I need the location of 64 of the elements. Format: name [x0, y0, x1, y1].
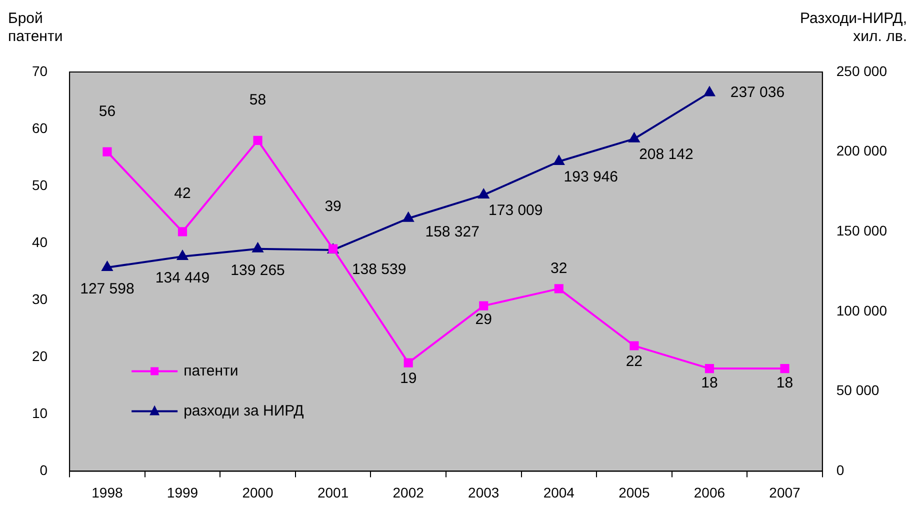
- y-tick-label: 50: [32, 176, 48, 193]
- point: [403, 212, 414, 222]
- x-tick-label: 2005: [618, 484, 650, 500]
- y-tick-label: 70: [32, 62, 48, 79]
- x-tick-label: 2000: [242, 484, 274, 500]
- point: [102, 147, 112, 156]
- data-label: 173 009: [488, 202, 543, 220]
- point: [102, 261, 113, 271]
- y-tick-label: 60: [32, 120, 48, 136]
- data-label: 19: [400, 370, 417, 387]
- data-label: 208 142: [639, 146, 694, 163]
- data-label: 58: [249, 92, 266, 109]
- point: [253, 136, 262, 145]
- point: [554, 284, 564, 294]
- y-tick-label: 10: [32, 405, 48, 422]
- y2-tick-label: 0: [836, 462, 844, 478]
- y2-axis-title: Разходи-НИРД, хил. лв.: [800, 10, 907, 46]
- point: [178, 227, 188, 236]
- y2-tick-label: 50 000: [836, 382, 880, 398]
- y2-tick-label: 200 000: [836, 142, 888, 159]
- data-label: 138 539: [352, 261, 406, 278]
- point: [252, 242, 264, 252]
- data-label: 127 598: [80, 280, 134, 298]
- point: [478, 188, 489, 198]
- data-label: 193 946: [564, 168, 618, 186]
- y-tick-label: 20: [32, 348, 48, 364]
- data-label: 18: [701, 374, 718, 392]
- x-tick-label: 2001: [317, 484, 349, 500]
- point: [479, 301, 488, 310]
- data-label: 22: [626, 352, 643, 370]
- data-label: 237 036: [730, 84, 785, 101]
- y2-tick-label: 100 000: [836, 302, 888, 318]
- point: [780, 364, 790, 374]
- x-tick-label: 2007: [769, 484, 801, 500]
- y-tick-label: 0: [40, 462, 48, 478]
- legend-label: разходи за НИРД: [184, 402, 304, 420]
- x-tick-label: 2006: [694, 484, 726, 500]
- x-tick-label: 2002: [392, 484, 424, 500]
- data-label: 32: [550, 260, 568, 277]
- x-tick-label: 1998: [92, 484, 123, 500]
- point: [704, 364, 714, 374]
- y-tick-label: 40: [32, 234, 48, 250]
- y-tick-label: 30: [32, 290, 48, 307]
- data-label: 134 449: [155, 270, 210, 287]
- point: [554, 156, 564, 166]
- point: [177, 250, 188, 260]
- data-label: 42: [174, 184, 191, 202]
- y2-tick-label: 250 000: [836, 62, 888, 79]
- data-label: 158 327: [425, 224, 480, 241]
- x-tick-label: 1999: [166, 484, 198, 500]
- data-label: 39: [324, 198, 342, 215]
- x-tick-label: 2004: [543, 484, 575, 500]
- data-label: 139 265: [230, 262, 285, 279]
- point: [704, 86, 715, 96]
- point: [630, 341, 639, 350]
- y2-tick-label: 150 000: [836, 222, 888, 239]
- data-label: 18: [776, 374, 794, 392]
- y-axis-title: Брой патенти: [8, 10, 63, 46]
- data-label: 29: [475, 310, 492, 328]
- point: [404, 358, 413, 368]
- point: [628, 132, 640, 142]
- x-tick-label: 2003: [468, 484, 500, 500]
- legend-label: патенти: [184, 362, 238, 380]
- data-label: 56: [98, 102, 116, 120]
